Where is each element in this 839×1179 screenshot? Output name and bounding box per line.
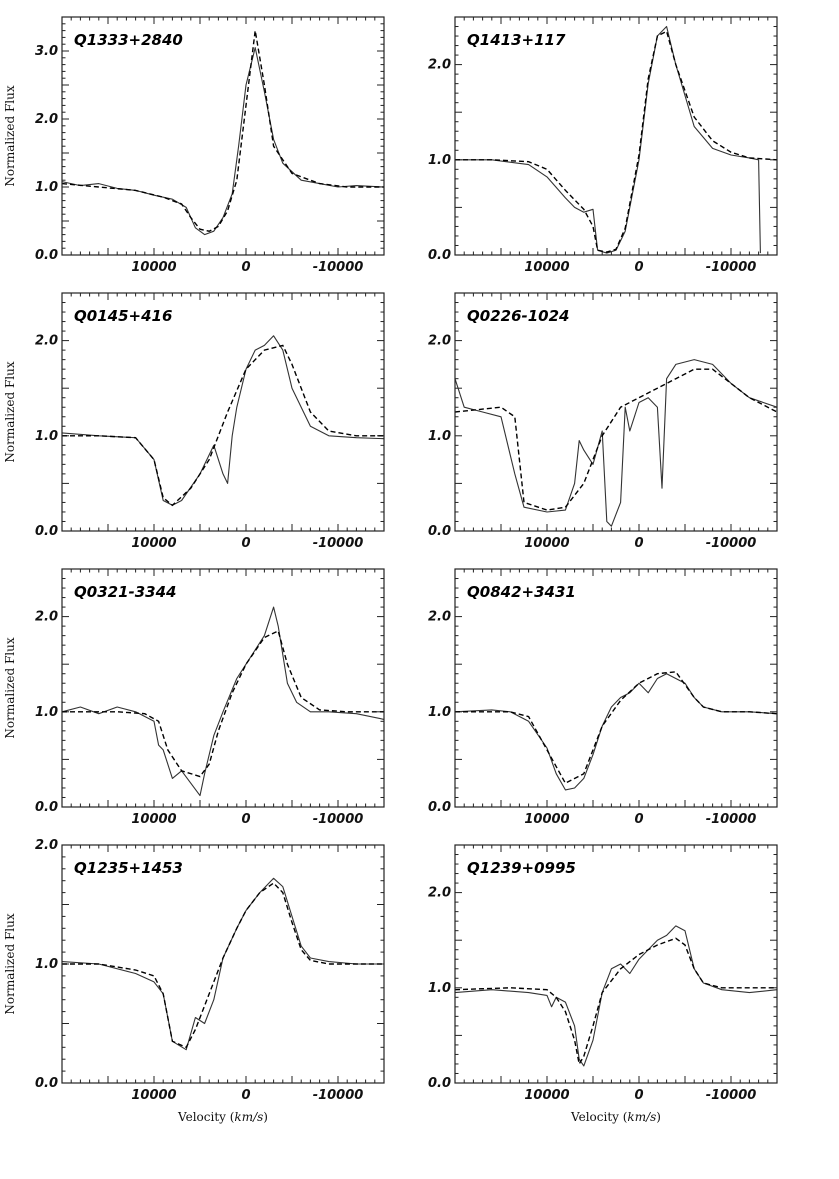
observed-spectrum-line	[454, 359, 778, 527]
x-tick-label: -10000	[313, 536, 364, 551]
observed-spectrum-line	[454, 925, 778, 1067]
y-tick-label: 2.0	[428, 610, 451, 625]
y-tick-label: 0.0	[428, 524, 451, 539]
y-tick-label: 2.0	[35, 112, 58, 127]
x-tick-label: 0	[634, 812, 643, 827]
x-tick-label: 10000	[524, 1088, 569, 1103]
y-tick-label: 0.0	[428, 248, 451, 263]
panel-title: Q0145+416	[74, 307, 172, 325]
y-tick-label: 2.0	[35, 610, 58, 625]
y-tick-label: 2.0	[428, 334, 451, 349]
plot-frame	[61, 844, 385, 1084]
x-tick-label: 10000	[131, 812, 176, 827]
panel-q1333-2840: Q1333+2840 0.0 1.0 2.0 3.0 10000 0 -10000	[35, 16, 385, 275]
y-tick-label: 0.0	[428, 800, 451, 815]
y-axis-label: Normalized Flux	[3, 361, 17, 462]
panel-q1239-0995: Q1239+0995 0.0 1.0 2.0 10000 0 -10000	[428, 844, 778, 1103]
panel-title: Q1235+1453	[74, 859, 183, 877]
y-tick-label: 2.0	[35, 838, 58, 853]
plot-frame	[61, 16, 385, 256]
x-tick-label: -10000	[313, 1088, 364, 1103]
x-tick-label: -10000	[706, 1088, 757, 1103]
x-tick-label: 0	[241, 536, 250, 551]
x-tick-label: 10000	[524, 536, 569, 551]
x-axis-labels: Velocity (km/s) Velocity (km/s)	[177, 1110, 661, 1124]
panel-q0321-3344: Q0321-3344 0.0 1.0 2.0 10000 0 -10000	[35, 568, 385, 827]
panel-q1413-117: Q1413+117 0.0 1.0 2.0 10000 0 -10000	[428, 16, 778, 275]
panel-title: Q1333+2840	[74, 31, 183, 49]
panel-q0226-1024: Q0226-1024 0.0 1.0 2.0 10000 0 -10000	[428, 292, 778, 551]
x-tick-label: -10000	[313, 260, 364, 275]
plot-frame	[61, 292, 385, 532]
x-tick-label: -10000	[706, 260, 757, 275]
panel-title: Q0226-1024	[467, 307, 569, 325]
model-fit-line	[62, 882, 384, 1049]
y-tick-label: 0.0	[35, 524, 58, 539]
y-tick-label: 1.0	[35, 957, 58, 972]
x-tick-label: 0	[241, 812, 250, 827]
x-tick-label: 0	[634, 1088, 643, 1103]
model-fit-line	[455, 671, 778, 785]
y-tick-label: 2.0	[428, 886, 451, 901]
model-fit-line	[61, 30, 384, 232]
y-tick-label: 1.0	[35, 705, 58, 720]
x-axis-label: Velocity (km/s)	[570, 1110, 661, 1124]
model-fit-line	[454, 368, 778, 511]
x-tick-label: -10000	[706, 812, 757, 827]
x-tick-label: 0	[241, 260, 250, 275]
x-tick-label: 10000	[131, 536, 176, 551]
x-tick-label: 0	[634, 536, 643, 551]
model-fit-line	[455, 30, 778, 253]
plot-frame	[454, 844, 778, 1084]
y-tick-label: 3.0	[35, 44, 58, 59]
y-tick-label: 2.0	[35, 334, 58, 349]
y-axis-label: Normalized Flux	[3, 637, 17, 738]
panel-title: Q1239+0995	[467, 859, 576, 877]
panel-title: Q0842+3431	[467, 583, 576, 601]
plot-frame	[454, 568, 778, 808]
observed-spectrum-line	[455, 25, 761, 254]
y-tick-label: 0.0	[428, 1076, 451, 1091]
x-tick-label: 10000	[131, 260, 176, 275]
observed-spectrum-line	[61, 877, 384, 1051]
y-tick-label: 1.0	[35, 429, 58, 444]
y-tick-label: 1.0	[428, 153, 451, 168]
panel-title: Q0321-3344	[74, 583, 176, 601]
x-tick-label: 10000	[131, 1088, 176, 1103]
model-fit-line	[62, 629, 384, 778]
y-tick-label: 2.0	[428, 58, 451, 73]
observed-spectrum-line	[61, 606, 385, 797]
x-tick-label: 0	[634, 260, 643, 275]
x-tick-label: 10000	[524, 812, 569, 827]
x-tick-label: 0	[241, 1088, 250, 1103]
plot-frame	[454, 16, 778, 256]
observed-spectrum-line	[61, 335, 385, 506]
model-fit-line	[62, 344, 384, 507]
panel-title: Q1413+117	[467, 31, 566, 49]
y-axis-labels: Normalized Flux Normalized Flux Normalized…	[3, 85, 17, 1014]
panel-q1235-1453: Q1235+1453 0.0 1.0 2.0 10000 0 -10000	[35, 838, 385, 1103]
observed-spectrum-line	[454, 673, 778, 791]
y-tick-label: 0.0	[35, 248, 58, 263]
y-tick-label: 1.0	[428, 705, 451, 720]
y-tick-label: 0.0	[35, 800, 58, 815]
x-tick-label: -10000	[313, 812, 364, 827]
plot-frame	[61, 568, 385, 808]
y-axis-label: Normalized Flux	[3, 913, 17, 1014]
y-tick-label: 1.0	[35, 180, 58, 195]
plot-frame	[454, 292, 778, 532]
y-tick-label: 0.0	[35, 1076, 58, 1091]
x-tick-label: 10000	[524, 260, 569, 275]
y-tick-label: 1.0	[428, 429, 451, 444]
y-tick-label: 1.0	[428, 981, 451, 996]
y-axis-label: Normalized Flux	[3, 85, 17, 186]
x-tick-label: -10000	[706, 536, 757, 551]
model-fit-line	[454, 937, 777, 1066]
panel-q0842-3431: Q0842+3431 0.0 1.0 2.0 10000 0 -10000	[428, 568, 778, 827]
observed-spectrum-line	[61, 47, 385, 236]
panel-q0145-416: Q0145+416 0.0 1.0 2.0 10000 0 -10000	[35, 292, 385, 551]
x-axis-label: Velocity (km/s)	[177, 1110, 268, 1124]
